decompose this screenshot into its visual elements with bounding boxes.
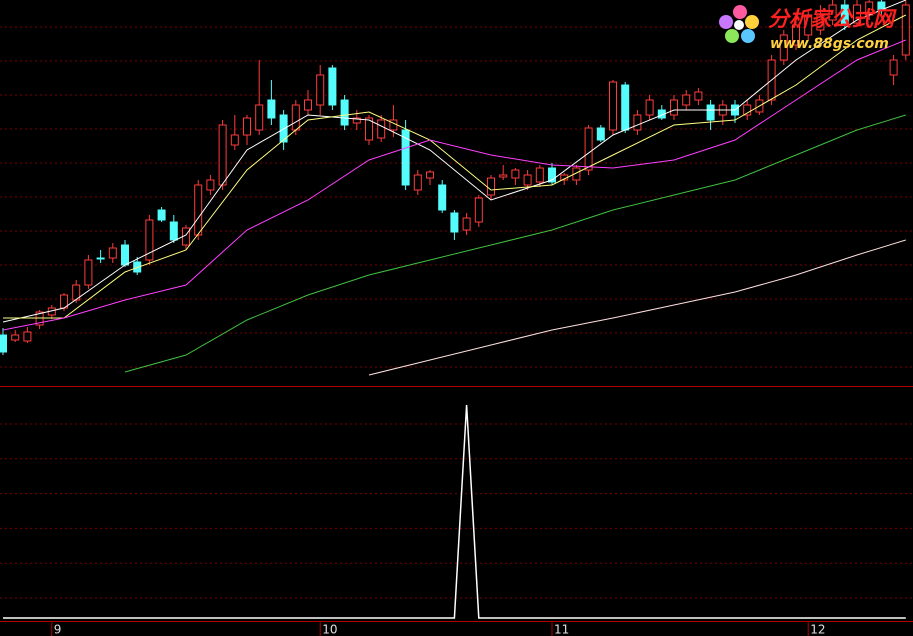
candle-body xyxy=(901,4,910,56)
candle-body xyxy=(670,99,678,116)
indicator-line xyxy=(3,404,906,619)
x-tick-label: 11 xyxy=(554,623,569,636)
candle-body xyxy=(145,219,154,261)
x-tick-label: 10 xyxy=(322,623,337,636)
candle-body xyxy=(243,117,251,136)
candle-body xyxy=(194,184,203,236)
candle-body xyxy=(328,67,337,106)
candle-body xyxy=(230,134,239,146)
ma-line xyxy=(2,39,906,331)
candle-body xyxy=(584,127,593,171)
watermark: 分析家公式网 www.88gs.com xyxy=(719,5,897,52)
candle-body xyxy=(792,24,800,46)
candle-body xyxy=(743,104,752,116)
candle-body xyxy=(23,331,32,342)
candle-body xyxy=(11,334,20,341)
candle-body xyxy=(291,104,300,131)
candle-body xyxy=(572,167,581,181)
candle-body xyxy=(474,197,483,223)
candle-body xyxy=(535,167,544,183)
candle-body xyxy=(340,99,349,126)
candle-body xyxy=(389,119,398,131)
candle-body xyxy=(267,99,276,119)
candle-body xyxy=(218,124,227,186)
ma-line xyxy=(124,114,906,373)
candle-body xyxy=(108,247,117,259)
candle-body xyxy=(96,257,105,260)
x-tick-label: 9 xyxy=(54,623,62,636)
candle-body xyxy=(487,177,495,196)
candle-body xyxy=(413,174,422,191)
candle-body xyxy=(609,81,617,131)
candle-body xyxy=(499,174,508,178)
candle-body xyxy=(816,14,825,31)
candle-body xyxy=(462,217,471,231)
candle-body xyxy=(169,221,178,241)
logo-flower xyxy=(719,5,759,43)
candle-body xyxy=(121,244,129,266)
candle-body xyxy=(779,34,788,61)
candle-body xyxy=(596,127,605,141)
candle-body xyxy=(511,169,520,179)
candle-body xyxy=(438,184,447,211)
candle-body xyxy=(523,174,532,186)
candle-body xyxy=(621,84,630,131)
candle-body xyxy=(853,4,861,24)
candle-body xyxy=(316,74,325,106)
candle-body xyxy=(157,209,166,221)
ma-line xyxy=(368,239,906,376)
candle-body xyxy=(304,99,312,111)
candle-body xyxy=(706,104,715,121)
candle-body xyxy=(206,179,215,191)
candle-body xyxy=(377,119,386,139)
candle-body xyxy=(548,167,556,183)
candle-body xyxy=(352,117,361,124)
candle-body xyxy=(84,259,93,286)
candle-body xyxy=(365,117,373,141)
candle-body xyxy=(828,4,837,21)
candle-body xyxy=(682,94,691,106)
candle-body xyxy=(133,261,142,273)
candle-body xyxy=(645,99,654,116)
watermark-title: 分析家公式网 xyxy=(768,7,897,31)
candle-body xyxy=(633,114,642,131)
candle-body xyxy=(450,212,459,233)
candle-body xyxy=(426,171,434,179)
candle-body xyxy=(0,334,7,353)
candle-body xyxy=(255,104,264,131)
candle-body xyxy=(694,91,703,101)
watermark-url: www.88gs.com xyxy=(770,36,889,52)
ma-line xyxy=(2,0,906,323)
candle-body xyxy=(840,4,849,26)
candle-body xyxy=(804,14,813,36)
x-tick-label: 12 xyxy=(810,623,825,636)
ma-line xyxy=(3,14,907,319)
candle-body xyxy=(889,59,898,76)
candle-body xyxy=(401,129,410,186)
